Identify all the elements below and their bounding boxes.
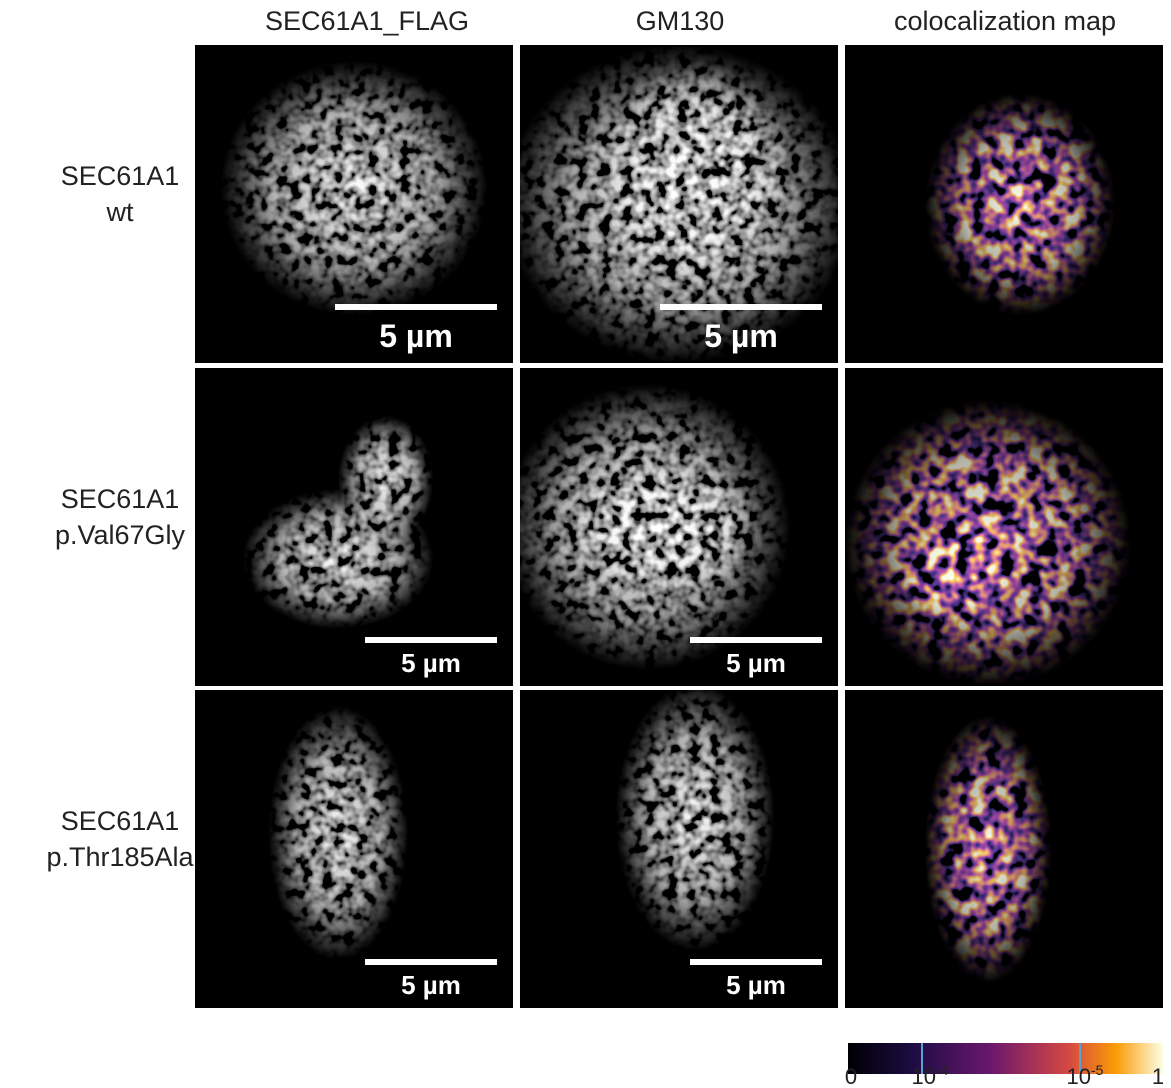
colorbar-label: 0: [845, 1064, 857, 1088]
row-label-line: wt: [106, 197, 134, 227]
row-label-line: p.Val67Gly: [55, 520, 186, 550]
micrograph: 5 µm: [195, 45, 513, 363]
scale-bar-label: 5 µm: [704, 318, 778, 354]
column-header: GM130: [636, 6, 725, 36]
base: 10: [1067, 1064, 1091, 1088]
figure: SEC61A1_FLAG GM130 colocalization map 0 …: [0, 0, 1171, 1088]
colorbar: [848, 1043, 1163, 1074]
scale-bar-label: 5 µm: [401, 970, 461, 1000]
scale-bar-label: 5 µm: [726, 970, 786, 1000]
row-label-line: SEC61A1: [61, 806, 180, 836]
column-header: colocalization map: [894, 6, 1116, 36]
texture: [195, 45, 513, 363]
colorbar-label: 1: [1152, 1064, 1164, 1088]
colorbar-label: 10-4: [912, 1062, 949, 1088]
micrograph: [845, 45, 1163, 363]
scale-bar-label: 5 µm: [726, 648, 786, 678]
micrograph: 5 µm: [520, 45, 838, 363]
row-label: SEC61A1 wt: [61, 161, 180, 227]
row-label: SEC61A1 p.Val67Gly: [55, 484, 186, 550]
micrograph: 5 µm: [520, 368, 838, 686]
row-label-line: SEC61A1: [61, 161, 180, 191]
texture: [845, 45, 1163, 363]
row-label: SEC61A1 p.Thr185Ala: [46, 806, 194, 872]
scale-bar-label: 5 µm: [379, 318, 453, 354]
texture: [845, 368, 1163, 686]
row-label-line: p.Thr185Ala: [46, 842, 194, 872]
texture: [845, 690, 1163, 1008]
micrograph: [845, 368, 1163, 686]
column-header: SEC61A1_FLAG: [265, 6, 469, 36]
base: 10: [912, 1064, 936, 1088]
scale-bar-label: 5 µm: [401, 648, 461, 678]
micrograph: [845, 690, 1163, 1008]
exponent: -5: [1091, 1062, 1104, 1078]
texture: [520, 45, 838, 363]
micrograph: 5 µm: [520, 690, 838, 1008]
micrograph: 5 µm: [195, 368, 513, 686]
exponent: -4: [936, 1062, 949, 1078]
micrograph: 5 µm: [195, 690, 513, 1008]
row-label-line: SEC61A1: [61, 484, 180, 514]
colorbar-label: 10-5: [1067, 1062, 1104, 1088]
